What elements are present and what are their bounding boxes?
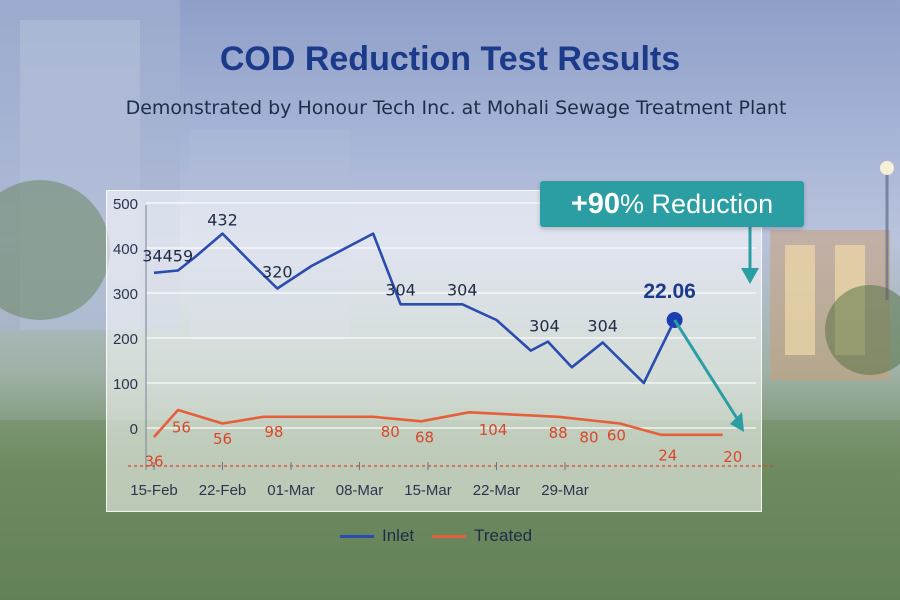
y-tick-label: 200 — [113, 331, 138, 348]
reduction-value: +90 — [570, 188, 621, 220]
data-point-inlet — [194, 256, 196, 258]
y-tick-label: 0 — [130, 421, 138, 438]
legend-swatch-treated — [432, 534, 467, 538]
data-point-treated — [619, 422, 621, 424]
x-tick-label: 22-Mar — [473, 482, 521, 499]
page-subtitle: Demonstrated by Honour Tech Inc. at Moha… — [125, 97, 787, 119]
series-line-inlet — [153, 232, 676, 385]
data-point-treated — [221, 422, 223, 424]
data-label-treated: 68 — [415, 428, 434, 446]
x-tick-label: 08-Mar — [336, 482, 384, 499]
data-point-treated — [262, 416, 264, 418]
legend-item-treated: Treated — [432, 526, 532, 546]
x-tick-label: 15-Mar — [404, 482, 452, 499]
legend-label-treated: Treated — [474, 526, 533, 545]
series-line-treated — [153, 408, 723, 438]
data-label-inlet: 304 — [447, 280, 478, 299]
data-point-treated — [153, 436, 155, 438]
data-point-inlet — [177, 269, 179, 271]
data-point-treated — [372, 416, 374, 418]
callout-arrow-head — [741, 268, 759, 284]
data-label-inlet: 432 — [207, 211, 238, 230]
data-label-treated: 98 — [264, 423, 283, 441]
y-tick-label: 500 — [113, 196, 138, 213]
data-label-treated: 24 — [658, 446, 677, 464]
data-label-inlet: 320 — [262, 262, 293, 281]
data-label-inlet: 304 — [385, 280, 416, 299]
data-point-inlet — [571, 366, 573, 368]
data-point-inlet — [153, 272, 155, 274]
x-tick-label: 01-Mar — [267, 482, 315, 499]
data-point-inlet — [547, 340, 549, 342]
reduction-text: % Reduction — [620, 189, 774, 219]
data-point-inlet — [461, 303, 463, 305]
data-point-inlet — [310, 265, 312, 267]
legend-item-inlet: Inlet — [340, 526, 414, 546]
data-point-inlet — [249, 260, 251, 262]
chart-legend: Inlet Treated — [340, 524, 550, 548]
data-label-treated: 80 — [381, 423, 400, 441]
x-tick-label: 22-Feb — [199, 482, 247, 499]
data-label-inlet: 304 — [529, 316, 560, 335]
y-tick-label: 300 — [113, 286, 138, 303]
reduction-arrow-head — [730, 412, 744, 432]
highlight-value-label: 22.06 — [643, 280, 696, 303]
data-label-treated: 20 — [723, 448, 742, 466]
legend-swatch-inlet — [340, 534, 374, 538]
data-label-treated: 104 — [479, 421, 508, 439]
data-label-treated: 80 — [579, 428, 598, 446]
reduction-arrow-line — [673, 319, 740, 421]
data-label-inlet: 34459 — [142, 247, 193, 266]
data-point-inlet — [221, 232, 223, 234]
data-point-inlet — [372, 232, 374, 234]
data-point-inlet — [643, 382, 645, 384]
data-point-inlet — [276, 287, 278, 289]
legend-label-inlet: Inlet — [382, 526, 415, 545]
x-tick-label: 29-Mar — [541, 482, 589, 499]
data-point-inlet — [530, 349, 532, 351]
y-tick-label: 400 — [113, 241, 138, 258]
page-title: COD Reduction Test Results — [219, 40, 681, 78]
data-label-treated: 56 — [172, 419, 191, 437]
data-point-inlet — [601, 341, 603, 343]
data-point-treated — [420, 420, 422, 422]
y-tick-label: 100 — [113, 376, 138, 393]
data-label-treated: 56 — [213, 430, 232, 448]
data-label-treated: 88 — [549, 424, 568, 442]
data-point-treated — [557, 416, 559, 418]
chart-panel — [106, 190, 762, 512]
data-point-inlet — [399, 303, 401, 305]
data-label-treated: 60 — [607, 427, 626, 445]
x-tick-label: 15-Feb — [130, 482, 178, 499]
data-point-treated — [660, 434, 662, 436]
data-label-treated: 36 — [144, 452, 163, 470]
reduction-callout: +90% Reduction — [540, 181, 804, 227]
data-point-treated — [177, 409, 179, 411]
data-point-treated — [721, 434, 723, 436]
data-label-inlet: 304 — [587, 316, 618, 335]
data-point-treated — [468, 411, 470, 413]
data-point-inlet — [495, 319, 497, 321]
